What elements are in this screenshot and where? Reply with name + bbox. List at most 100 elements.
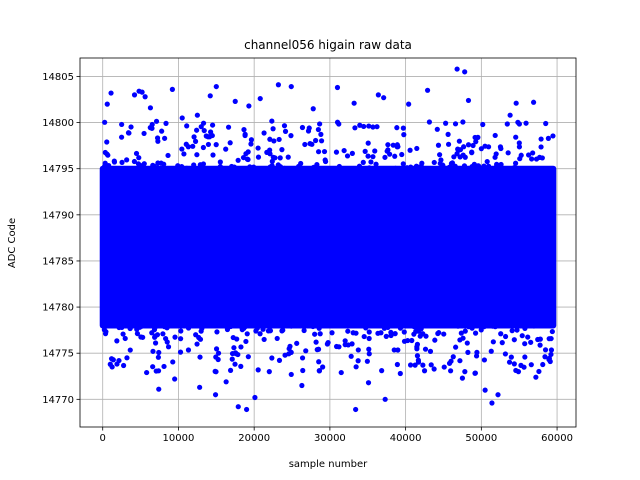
scatter-point [255, 145, 261, 151]
scatter-point [452, 121, 459, 127]
scatter-point [472, 330, 479, 336]
scatter-point [165, 344, 172, 350]
scatter-point [315, 126, 321, 133]
scatter-point [432, 337, 438, 343]
scatter-point [106, 163, 112, 169]
scatter-point [270, 154, 276, 160]
x-axis-ticks: 0 10000 20000 30000 40000 50000 60000 [100, 427, 573, 444]
scatter-point [522, 354, 528, 360]
scatter-point [159, 128, 165, 134]
scatter-point [224, 326, 231, 333]
outlier-point [365, 380, 372, 386]
scatter-point [478, 146, 484, 152]
scatter-point [154, 323, 160, 329]
scatter-point [523, 120, 529, 126]
scatter-point [201, 165, 207, 171]
scatter-point [460, 335, 466, 341]
scatter-point [498, 161, 504, 168]
scatter-point [150, 364, 156, 370]
scatter-point [502, 333, 509, 340]
scatter-point [222, 166, 228, 172]
scatter-point [179, 146, 185, 152]
scatter-point [315, 346, 322, 352]
scatter-point [139, 165, 145, 171]
scatter-point [356, 163, 363, 169]
scatter-point [229, 163, 235, 170]
scatter-point [426, 119, 433, 125]
scatter-point [133, 150, 140, 157]
scatter-point [191, 134, 197, 140]
outlier-point [147, 105, 154, 111]
scatter-point [435, 142, 442, 148]
scatter-point [517, 156, 523, 162]
scatter-point [318, 131, 324, 137]
scatter-point [441, 364, 447, 370]
scatter-point [285, 154, 291, 160]
scatter-point [336, 121, 342, 127]
outlier-point [266, 369, 272, 375]
scatter-point [537, 342, 543, 348]
scatter-point [471, 161, 477, 167]
scatter-point [472, 370, 478, 376]
scatter-point [413, 163, 420, 169]
scatter-point [537, 154, 543, 160]
scatter-point [364, 358, 370, 364]
outlier-point [397, 370, 403, 377]
scatter-point [217, 159, 223, 165]
scatter-point [245, 149, 251, 155]
dense-band [99, 165, 557, 329]
scatter-point [269, 163, 275, 169]
scatter-point [301, 166, 307, 172]
scatter-point [412, 362, 418, 368]
scatter-point [374, 124, 380, 130]
scatter-point [401, 329, 407, 335]
scatter-point [152, 340, 159, 346]
x-tick-label: 10000 [163, 433, 195, 444]
outlier-point [194, 112, 200, 118]
scatter-point [302, 141, 308, 148]
scatter-point [349, 341, 355, 347]
outlier-point [299, 382, 305, 389]
scatter-point [156, 349, 162, 356]
scatter-point [277, 155, 283, 161]
scatter-point [428, 362, 434, 368]
scatter-point [165, 152, 171, 159]
scatter-point [102, 331, 109, 337]
scatter-point [311, 164, 317, 170]
scatter-point [455, 323, 461, 329]
scatter-point [529, 156, 535, 162]
scatter-point [170, 359, 176, 365]
scatter-point [535, 336, 541, 343]
scatter-point [392, 165, 399, 171]
scatter-point [379, 368, 385, 374]
scatter-point [325, 339, 331, 346]
scatter-point [147, 125, 153, 131]
scatter-point [399, 151, 405, 158]
outlier-point [482, 387, 488, 393]
scatter-point [215, 350, 222, 356]
scatter-point [288, 323, 294, 329]
outlier-point [421, 368, 428, 374]
scatter-point [462, 369, 468, 375]
scatter-point [492, 323, 498, 329]
scatter-point [206, 134, 213, 140]
scatter-point [445, 131, 451, 137]
scatter-point [306, 125, 312, 131]
scatter-point [344, 153, 351, 159]
scatter-point [149, 330, 155, 336]
scatter-point [120, 331, 126, 337]
scatter-point [194, 341, 200, 347]
scatter-point [261, 336, 267, 343]
scatter-point [523, 166, 530, 172]
scatter-point [138, 334, 144, 340]
scatter-point [465, 349, 471, 355]
scatter-point [128, 124, 134, 130]
outlier-point [131, 92, 138, 98]
scatter-point [218, 165, 224, 171]
scatter-point [511, 337, 517, 343]
scatter-point [155, 354, 161, 360]
scatter-point [104, 139, 110, 145]
scatter-point [522, 341, 528, 347]
scatter-point [502, 351, 509, 357]
scatter-point [277, 164, 284, 170]
